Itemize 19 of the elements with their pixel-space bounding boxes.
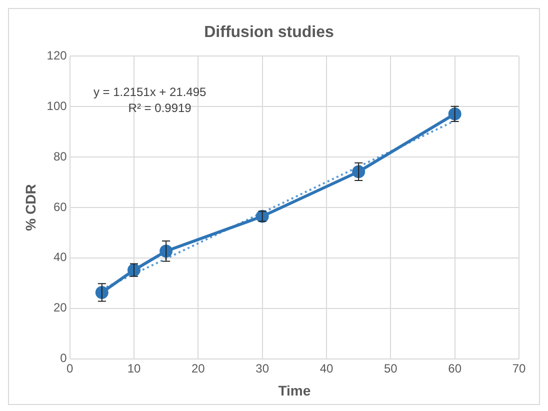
x-tick-label: 70 (512, 361, 526, 376)
x-axis-title: Time (278, 382, 311, 398)
y-tick-label: 80 (53, 149, 68, 164)
x-tick-label: 30 (256, 361, 270, 376)
x-tick-label: 10 (127, 361, 141, 376)
x-tick-label: 20 (191, 361, 206, 376)
y-tick-label: 120 (46, 48, 68, 63)
x-tick-label: 40 (320, 361, 334, 376)
x-tick-label: 60 (448, 361, 462, 376)
annotation: y = 1.2151x + 21.495 (93, 85, 207, 100)
annotation: R² = 0.9919 (128, 101, 192, 116)
y-tick-label: 60 (53, 200, 68, 214)
y-tick-label: 40 (53, 250, 68, 264)
x-tick-label: 50 (384, 361, 398, 376)
y-axis-title: % CDR (22, 184, 38, 231)
y-tick-label: 100 (46, 98, 68, 113)
y-tick-label: 20 (53, 300, 68, 315)
chart-title: Diffusion studies (204, 24, 334, 42)
y-tick-label: 0 (60, 351, 68, 366)
